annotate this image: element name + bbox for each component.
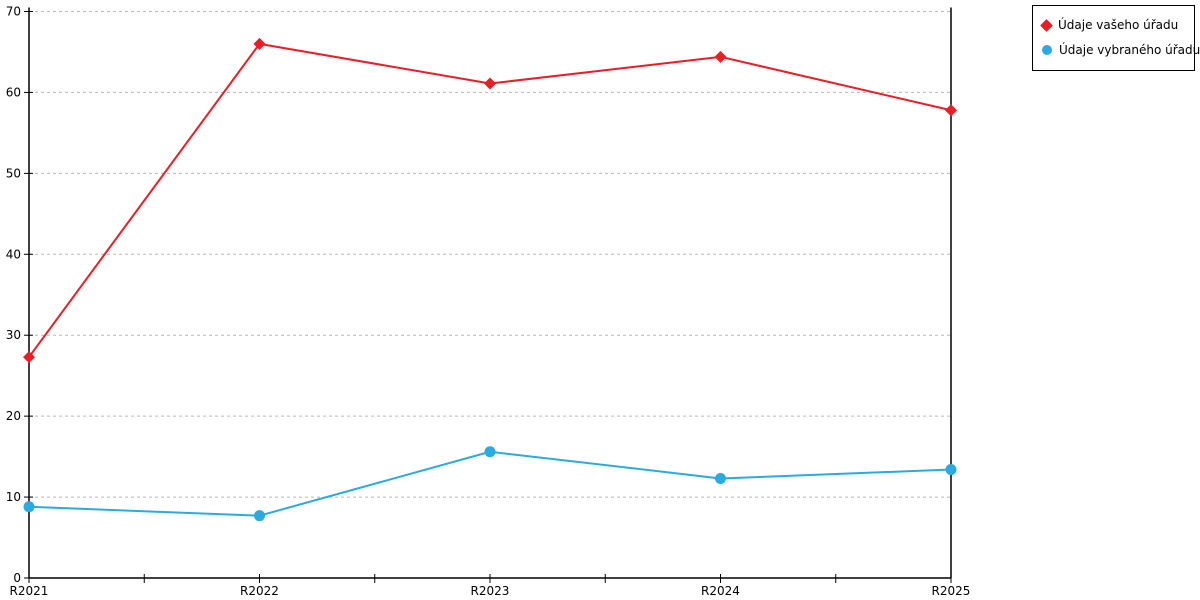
data-point-diamond: [253, 37, 266, 50]
y-tick-label: 70: [6, 5, 21, 19]
data-point-diamond: [714, 50, 727, 63]
y-tick-label: 20: [6, 409, 21, 423]
data-point-diamond: [23, 351, 35, 364]
chart-legend: Údaje vašeho úřadu Údaje vybraného úřadu: [1032, 5, 1200, 71]
data-point-circle: [23, 501, 35, 513]
y-tick-label: 50: [6, 166, 21, 180]
legend-item-series-0: Údaje vašeho úřadu: [1040, 14, 1186, 36]
x-tick-label: R2023: [471, 584, 510, 598]
x-tick-label: R2025: [932, 584, 971, 598]
legend-label: Údaje vybraného úřadu: [1059, 43, 1200, 57]
y-tick-label: 40: [6, 247, 21, 261]
x-tick-label: R2024: [701, 584, 740, 598]
legend-item-series-1: Údaje vybraného úřadu: [1042, 39, 1200, 61]
y-tick-label: 30: [6, 328, 21, 342]
x-tick-label: R2022: [240, 584, 279, 598]
data-point-circle: [945, 464, 957, 476]
data-point-circle: [715, 472, 726, 484]
series-line-1: [28, 450, 952, 517]
data-point-circle: [484, 446, 496, 458]
diamond-marker-icon: [1040, 18, 1053, 32]
y-tick-label: 60: [6, 85, 21, 99]
series-line-0: [28, 42, 952, 358]
x-tick-label: R2021: [10, 584, 49, 598]
y-tick-label: 10: [6, 490, 21, 504]
data-point-diamond: [484, 77, 496, 90]
data-point-circle: [254, 510, 265, 522]
legend-label: Údaje vašeho úřadu: [1058, 18, 1179, 32]
circle-marker-icon: [1042, 45, 1052, 55]
data-point-diamond: [945, 104, 957, 117]
y-tick-label: 0: [13, 571, 21, 585]
